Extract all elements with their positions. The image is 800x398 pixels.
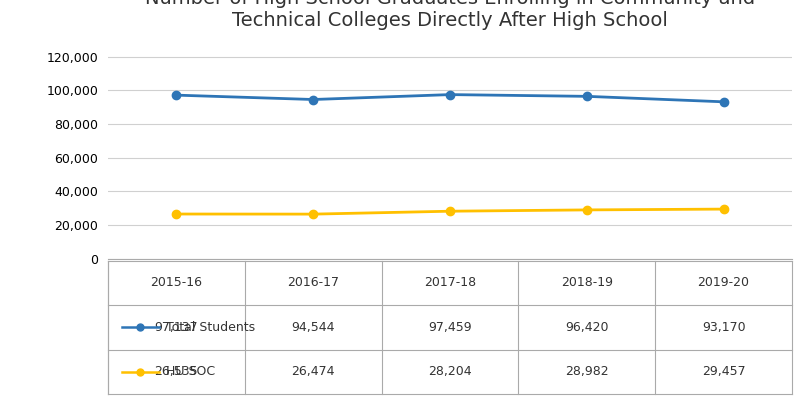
Title: Number of High School Graduates Enrolling in Community and
Technical Colleges Di: Number of High School Graduates Enrollin… [145, 0, 755, 30]
Text: 96,420: 96,420 [565, 321, 609, 334]
Text: 28,204: 28,204 [428, 365, 472, 378]
Text: 93,170: 93,170 [702, 321, 746, 334]
Text: HU SOC: HU SOC [166, 365, 215, 378]
Text: 2016-17: 2016-17 [287, 277, 339, 289]
Text: 2019-20: 2019-20 [698, 277, 750, 289]
Text: 2018-19: 2018-19 [561, 277, 613, 289]
Text: 97,459: 97,459 [428, 321, 472, 334]
Text: 97,137: 97,137 [154, 321, 198, 334]
Text: 94,544: 94,544 [291, 321, 335, 334]
Text: 2017-18: 2017-18 [424, 277, 476, 289]
Text: 29,457: 29,457 [702, 365, 746, 378]
Text: 26,535: 26,535 [154, 365, 198, 378]
Text: 2015-16: 2015-16 [150, 277, 202, 289]
Text: Total Students: Total Students [166, 321, 255, 334]
Text: 26,474: 26,474 [291, 365, 335, 378]
Text: 28,982: 28,982 [565, 365, 609, 378]
